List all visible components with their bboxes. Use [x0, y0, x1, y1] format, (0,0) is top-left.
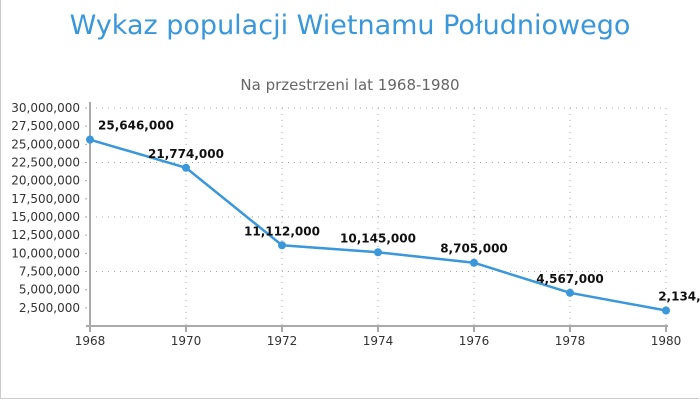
y-tick-label: 25,000,000 [11, 137, 80, 151]
data-label: 8,705,000 [440, 242, 508, 256]
y-tick-label: 27,500,000 [11, 119, 80, 133]
y-tick-label: 7,500,000 [19, 265, 80, 279]
y-tick-label: 20,000,000 [11, 174, 80, 188]
data-point [278, 241, 286, 250]
x-tick-label: 1978 [555, 334, 586, 348]
data-label: 10,145,000 [340, 231, 416, 245]
data-label: 2,134,000 [658, 289, 700, 303]
y-tick-label: 12,500,000 [11, 228, 80, 242]
x-tick-label: 1976 [459, 334, 490, 348]
data-point [182, 163, 190, 172]
chart-subtitle: Na przestrzeni lat 1968-1980 [240, 76, 460, 94]
data-label: 4,567,000 [536, 272, 604, 286]
data-point [86, 135, 94, 144]
y-tick-label: 22,500,000 [11, 156, 80, 170]
y-tick-label: 5,000,000 [19, 283, 80, 297]
x-tick-label: 1980 [651, 334, 682, 348]
data-label: 11,112,000 [244, 224, 320, 238]
x-tick-label: 1968 [75, 334, 106, 348]
data-label: 25,646,000 [98, 119, 174, 133]
x-tick-label: 1972 [267, 334, 298, 348]
data-point [662, 306, 670, 315]
chart-title: Wykaz populacji Wietnamu Południowego [69, 10, 631, 41]
data-point [566, 288, 574, 297]
data-point [374, 248, 382, 257]
y-tick-label: 17,500,000 [11, 192, 80, 206]
y-tick-label: 15,000,000 [11, 210, 80, 224]
x-tick-label: 1974 [363, 334, 394, 348]
y-tick-label: 2,500,000 [19, 301, 80, 315]
y-tick-label: 10,000,000 [11, 246, 80, 260]
data-point [470, 258, 478, 267]
y-tick-label: 30,000,000 [11, 101, 80, 115]
data-label: 21,774,000 [148, 147, 224, 161]
x-tick-label: 1970 [171, 334, 202, 348]
